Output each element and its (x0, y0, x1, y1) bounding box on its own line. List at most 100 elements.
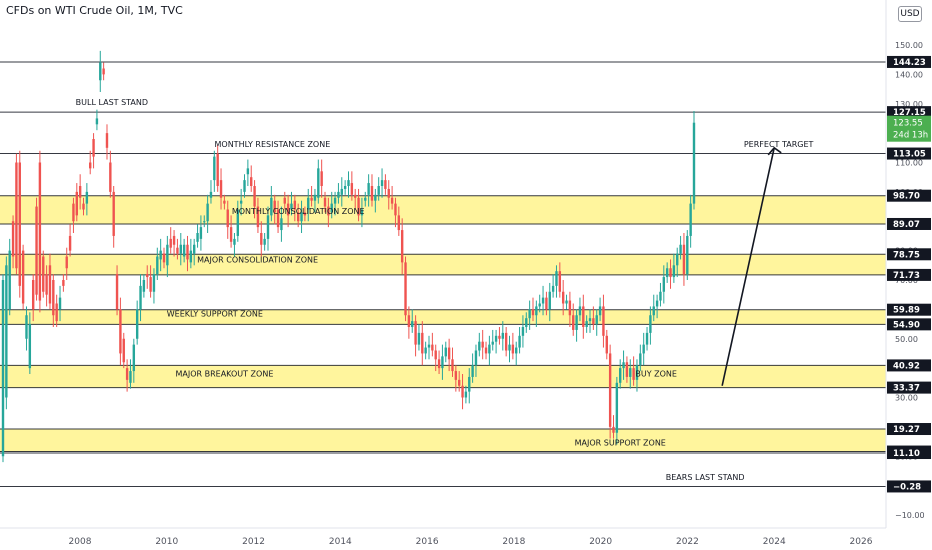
candle-body (125, 368, 129, 380)
candle-body (115, 274, 119, 310)
candle-body (239, 200, 243, 204)
candle-body (531, 309, 535, 316)
candle-body (340, 188, 343, 195)
candle-body (471, 365, 474, 377)
candle-body (380, 180, 384, 186)
candle-body (273, 200, 276, 213)
candle-body (350, 183, 354, 195)
candle-body (561, 291, 565, 304)
candle-body (310, 197, 313, 201)
level-badge-label: 33.37 (893, 384, 920, 394)
candle-body (568, 300, 572, 316)
candle-body (669, 268, 672, 278)
candle-body (333, 197, 337, 204)
zone-band (0, 195, 886, 224)
candle-body (595, 315, 598, 325)
candle-body (652, 306, 655, 316)
candle-body (491, 341, 494, 345)
level-badge (887, 189, 931, 202)
currency-button[interactable]: USD (898, 6, 922, 22)
candle-body (276, 209, 280, 228)
candle-body (199, 227, 203, 239)
price-tick-label: 110.00 (895, 159, 923, 168)
candle-body (31, 280, 35, 310)
candle-body (213, 156, 216, 181)
year-tick-label: 2016 (416, 537, 439, 547)
candle-body (515, 347, 518, 354)
candle-body (99, 62, 102, 81)
candle-body (528, 309, 531, 319)
candle-body (511, 344, 515, 354)
level-badge (887, 303, 931, 316)
candle-body (243, 180, 246, 192)
candle-body (468, 376, 471, 392)
zone-band (0, 309, 886, 325)
candle-body (397, 215, 401, 231)
level-badge (887, 147, 931, 160)
candle-body (65, 256, 68, 269)
price-tick-label: 50.00 (895, 335, 918, 344)
candle-body (313, 194, 317, 201)
candle-body (602, 306, 605, 336)
level-badge (887, 248, 931, 261)
price-tick-label: 140.00 (895, 70, 923, 79)
candle-body (478, 341, 481, 351)
current-price-label: 123.55 (893, 119, 923, 129)
candle-body (45, 274, 48, 295)
level-badge-label: 71.73 (893, 271, 920, 281)
candle-body (689, 203, 692, 236)
candle-body (354, 194, 357, 198)
arrow-head (767, 146, 782, 156)
candle-body (129, 371, 132, 383)
candle-body (8, 250, 11, 310)
candle-body (377, 186, 380, 195)
candle-body (179, 244, 182, 254)
time-axis[interactable]: 2008 2010 2012 2014 2016 2018 2020 2022 2024 2026 (69, 537, 873, 547)
candle-body (508, 344, 511, 351)
target-arrow (721, 146, 782, 386)
candle-body (55, 303, 58, 322)
candle-body (642, 344, 645, 354)
candle-body (149, 277, 152, 292)
candle-body (186, 244, 189, 260)
candle-body (615, 382, 619, 433)
candle-body (320, 171, 323, 186)
candle-body (172, 235, 176, 245)
candle-body (270, 197, 273, 216)
candle-body (548, 291, 551, 310)
annotations-layer: BULL LAST STAND MONTHLY RESISTANCE ZONE PE… (76, 98, 814, 482)
candle-body (501, 332, 505, 339)
current-price-badge (887, 115, 931, 142)
candle-body (102, 68, 105, 75)
candle-body (290, 203, 293, 210)
candle-body (394, 203, 397, 216)
candle-body (649, 315, 652, 333)
candle-body (521, 327, 525, 336)
candle-body (246, 168, 250, 175)
candle-body (142, 280, 146, 292)
candle-body (494, 335, 498, 342)
candle-body (421, 332, 424, 354)
candle-body (357, 197, 360, 216)
zone-band (0, 429, 886, 452)
candle-body (665, 268, 669, 278)
candle-body (437, 359, 441, 369)
candle-body (417, 332, 421, 345)
candle-body (182, 244, 186, 257)
candle-body (112, 191, 115, 236)
annotation-label: BUY ZONE (635, 369, 677, 378)
level-badge-label: 144.23 (893, 58, 926, 68)
candle-body (135, 309, 139, 339)
candle-body (592, 318, 595, 325)
candle-body (25, 315, 28, 339)
level-badge-label: 113.05 (893, 150, 926, 160)
candle-body (629, 368, 632, 377)
level-badge-label: 98.70 (893, 192, 920, 202)
candle-body (42, 256, 45, 292)
candle-body (192, 244, 196, 254)
candle-body (15, 162, 18, 269)
candle-body (166, 244, 169, 266)
year-tick-label: 2008 (69, 537, 92, 547)
candle-body (635, 365, 639, 380)
